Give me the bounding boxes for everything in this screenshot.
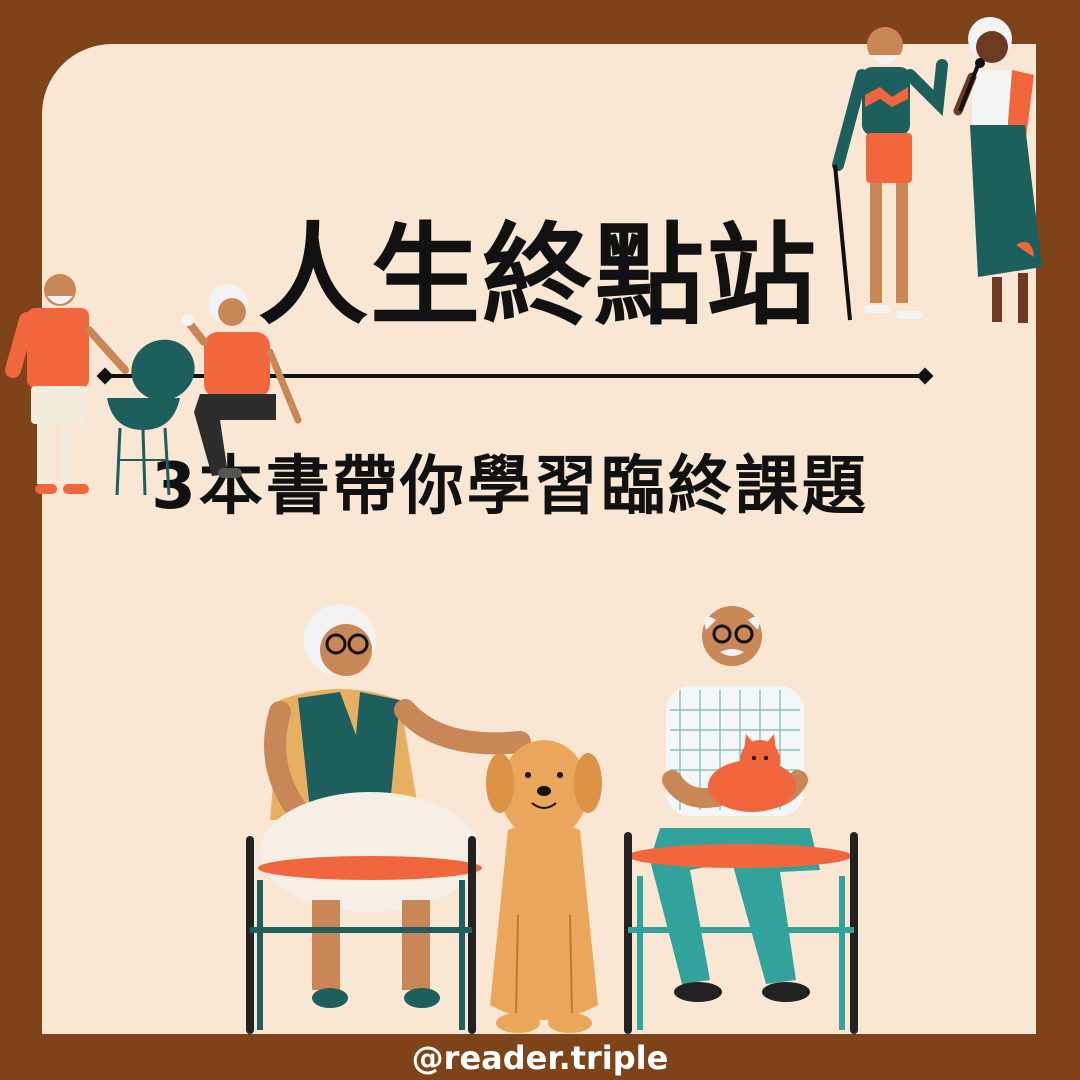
couple-standing-illustration	[832, 17, 1042, 323]
page-subtitle: 3本書帶你學習臨終課題	[151, 450, 869, 524]
woman-with-microphone-figure	[953, 17, 1042, 323]
woman-chair-illustration	[246, 604, 531, 1034]
account-handle: @reader.triple	[411, 1039, 669, 1077]
bbq-grill	[107, 339, 195, 496]
page-title: 人生終點站	[258, 212, 818, 340]
man-grilling-illustration	[5, 274, 195, 496]
man-chair-illustration	[624, 606, 858, 1034]
cat-figure	[708, 734, 796, 812]
dog-illustration	[486, 740, 602, 1033]
woman-sitting-illustration	[182, 284, 302, 478]
man-chair	[624, 832, 858, 1034]
man-with-cane-figure	[832, 27, 948, 321]
woman-chair	[246, 836, 482, 1034]
divider-line	[96, 367, 934, 385]
